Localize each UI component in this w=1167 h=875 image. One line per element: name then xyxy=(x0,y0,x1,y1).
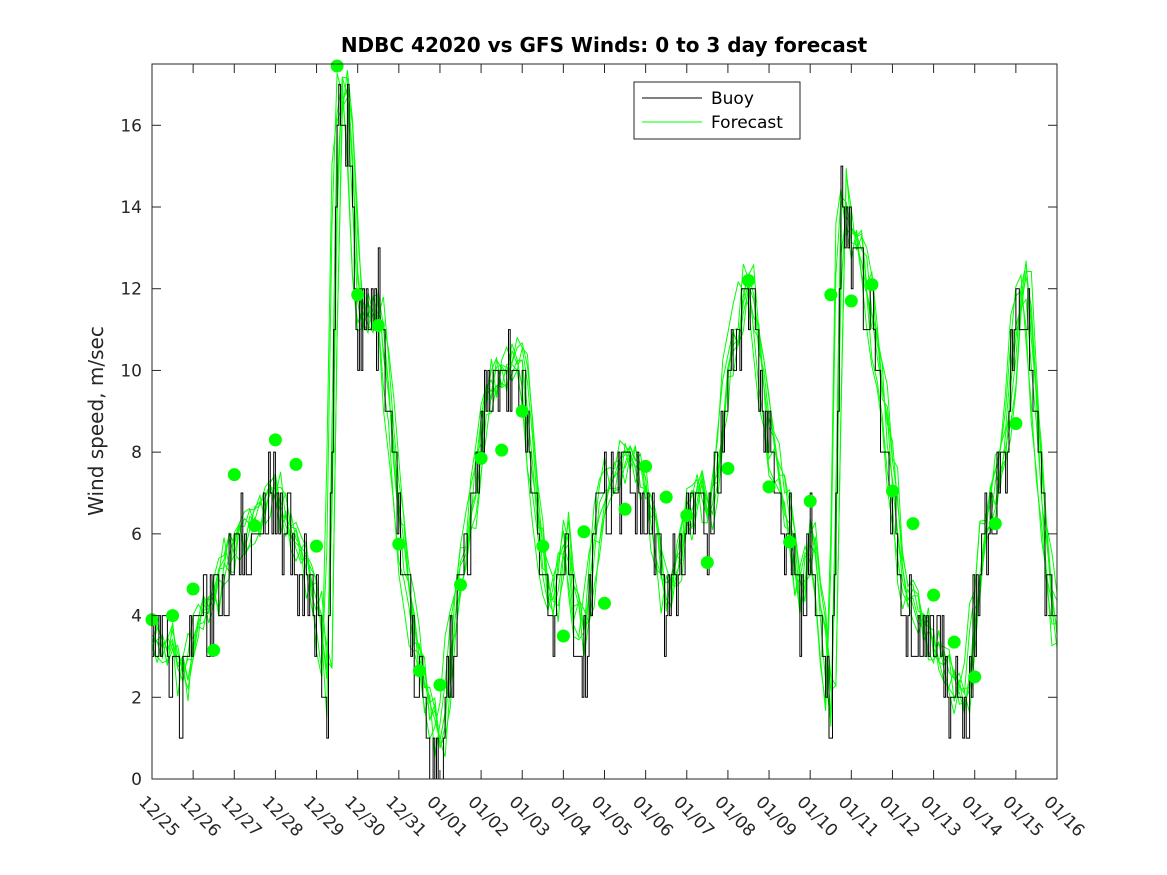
forecast-marker xyxy=(454,578,467,592)
y-tick-label: 8 xyxy=(131,443,142,463)
buoy-series xyxy=(152,83,1057,779)
forecast-marker xyxy=(371,319,385,332)
forecast-marker xyxy=(865,278,879,292)
y-tick-label: 6 xyxy=(131,525,142,545)
y-tick-label: 0 xyxy=(131,770,142,790)
legend-box xyxy=(633,81,801,140)
forecast-marker xyxy=(659,490,673,504)
forecast-marker xyxy=(639,459,653,473)
chart-title: NDBC 42020 vs GFS Winds: 0 to 3 day fore… xyxy=(341,33,868,57)
forecast-marker xyxy=(515,404,529,418)
forecast-marker xyxy=(803,494,817,508)
legend: Buoy Forecast xyxy=(633,81,801,140)
forecast-marker xyxy=(392,537,406,551)
y-tick-label: 4 xyxy=(131,607,142,627)
forecast-marker xyxy=(721,462,735,475)
forecast-marker xyxy=(227,468,241,482)
forecast-marker xyxy=(474,451,488,465)
forecast-marker xyxy=(433,678,447,692)
forecast-marker xyxy=(351,288,365,302)
y-tick-label: 10 xyxy=(120,361,142,381)
forecast-marker xyxy=(536,539,550,553)
forecast-marker xyxy=(906,517,920,531)
forecast-marker xyxy=(742,274,755,287)
forecast-marker xyxy=(927,588,941,602)
legend-forecast-label: Forecast xyxy=(711,113,783,133)
forecast-marker xyxy=(762,480,776,494)
forecast-marker xyxy=(412,664,426,678)
forecast-marker xyxy=(495,443,509,457)
forecast-marker xyxy=(824,288,838,302)
forecast-marker xyxy=(618,502,632,516)
forecast-line-7 xyxy=(152,88,1057,758)
forecast-marker xyxy=(556,629,570,643)
forecast-marker xyxy=(680,509,694,522)
forecast-marker xyxy=(166,609,180,623)
forecast-marker xyxy=(947,635,961,649)
forecast-marker xyxy=(886,484,899,498)
forecast-marker xyxy=(968,670,982,684)
forecast-marker xyxy=(783,535,797,549)
y-tick-label: 14 xyxy=(120,198,142,218)
forecast-marker xyxy=(700,556,714,569)
forecast-marker xyxy=(330,59,344,73)
y-tick-label: 2 xyxy=(131,688,142,708)
forecast-marker xyxy=(310,539,323,553)
y-tick-label: 16 xyxy=(120,116,142,136)
forecast-marker xyxy=(988,517,1002,531)
buoy-line xyxy=(152,83,1057,779)
forecast-marker xyxy=(268,433,282,447)
y-tick-label: 12 xyxy=(120,280,142,300)
forecast-marker xyxy=(186,582,200,596)
forecast-marker xyxy=(598,596,611,610)
forecast-marker xyxy=(577,525,591,539)
y-axis-label: Wind speed, m/sec xyxy=(84,326,108,516)
forecast-marker xyxy=(289,457,303,471)
forecast-marker xyxy=(1009,417,1023,430)
forecast-marker xyxy=(207,643,221,657)
forecast-marker xyxy=(844,294,858,308)
forecast-markers xyxy=(145,59,1023,692)
forecast-line-2 xyxy=(152,95,1057,740)
legend-buoy-label: Buoy xyxy=(711,89,754,109)
forecast-marker xyxy=(248,519,262,533)
y-axis-ticks: 0 2 4 6 8 10 12 14 16 xyxy=(120,116,1057,790)
